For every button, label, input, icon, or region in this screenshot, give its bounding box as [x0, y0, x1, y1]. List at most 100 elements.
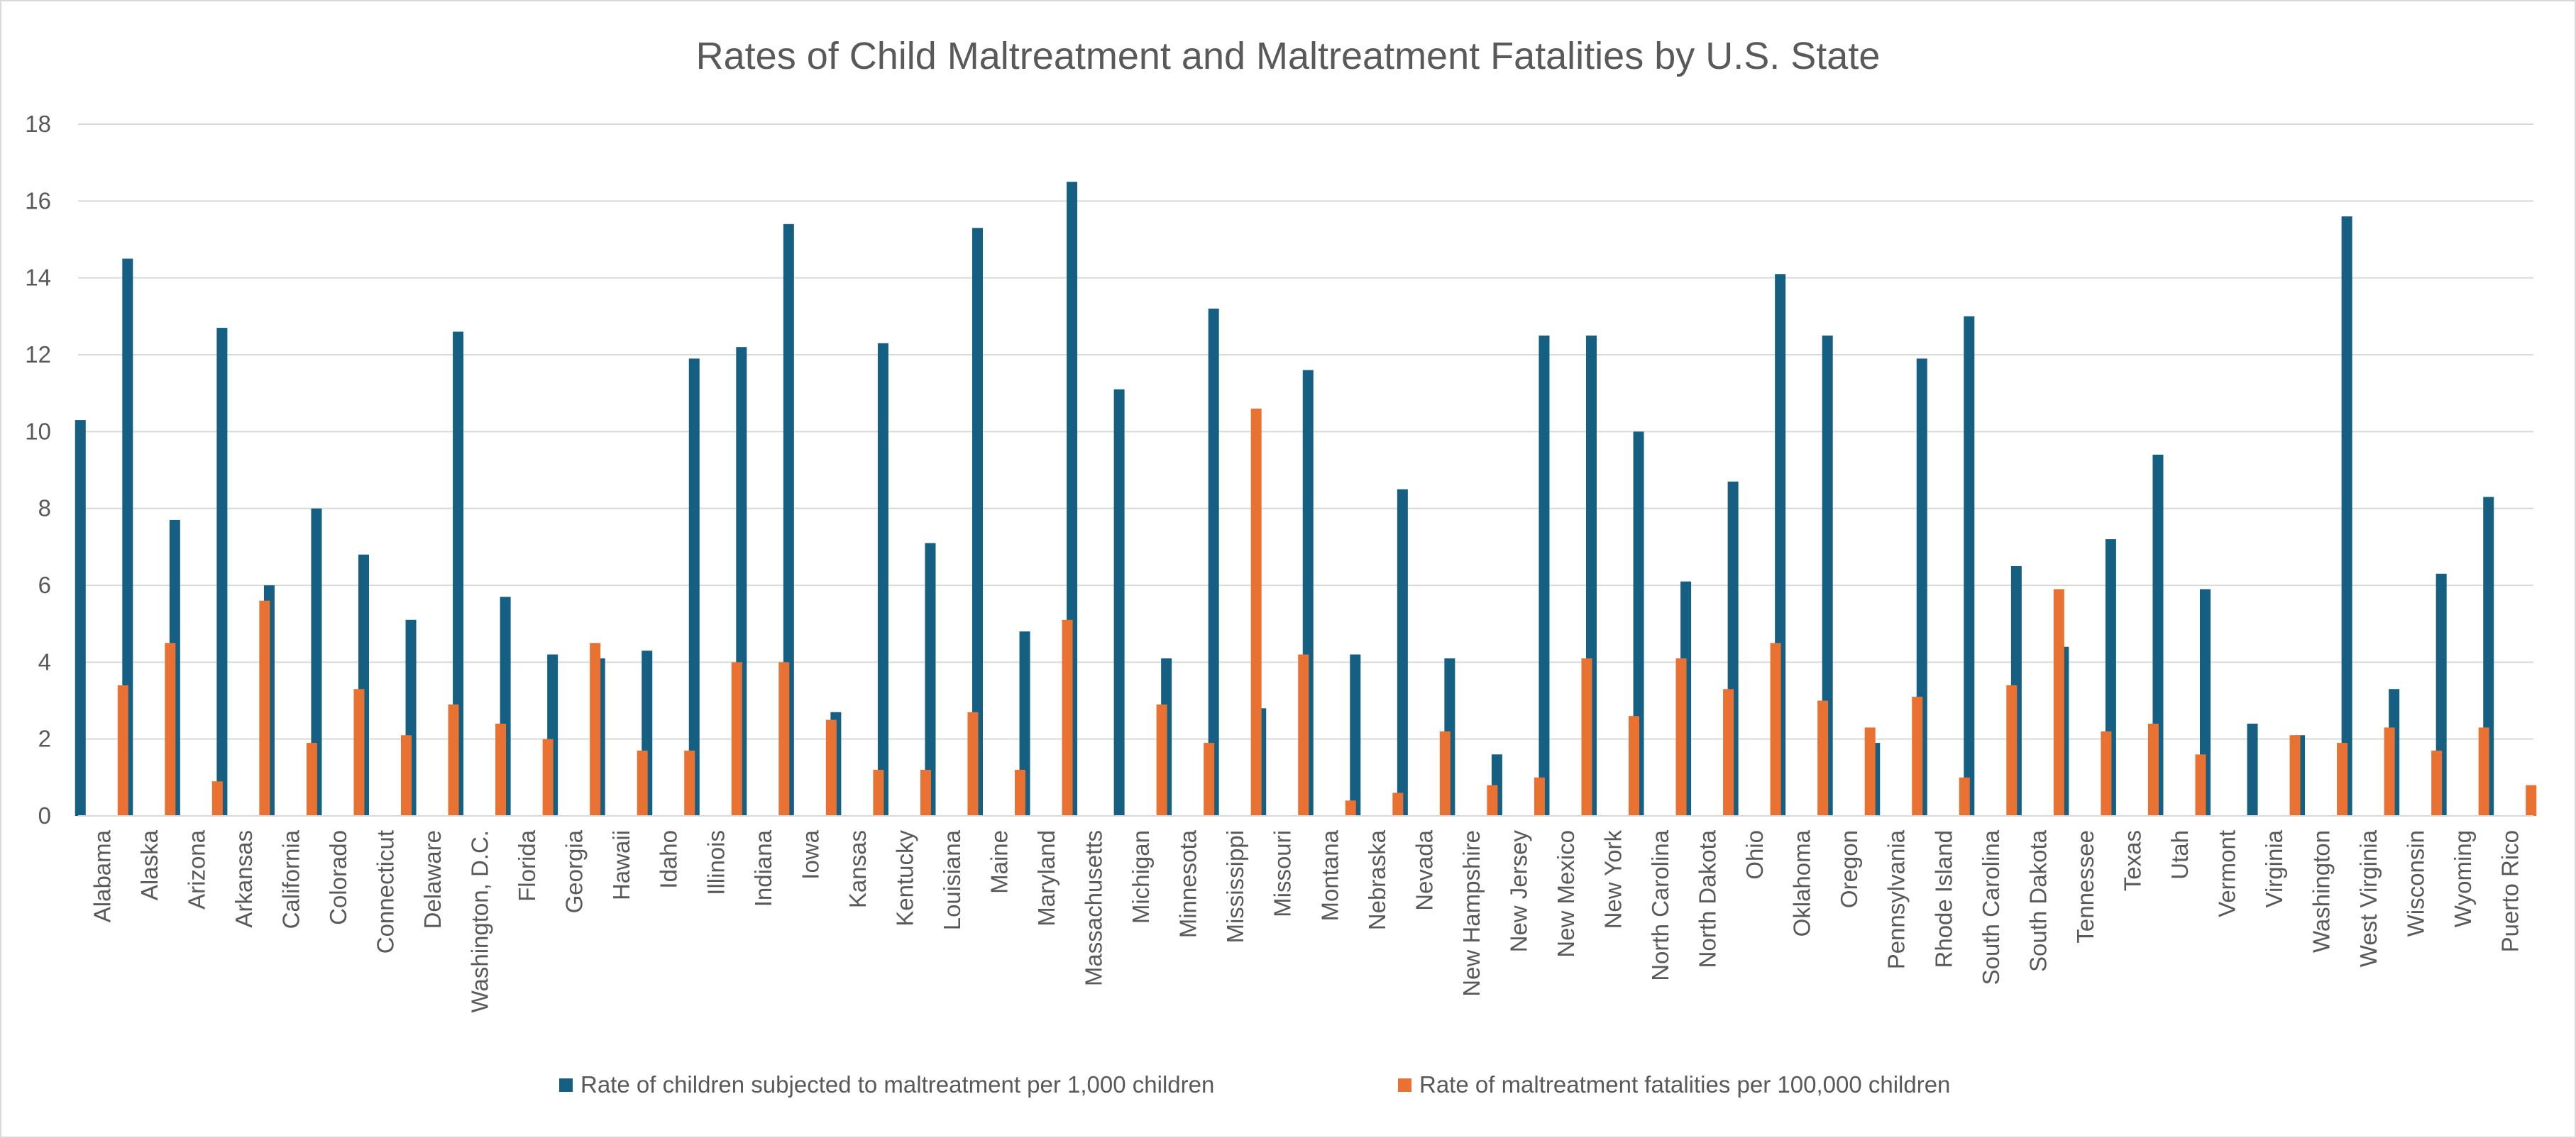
bar	[877, 343, 888, 816]
bar	[1581, 658, 1592, 816]
bar	[2247, 724, 2258, 816]
bar	[211, 781, 223, 816]
bar	[2147, 724, 2159, 816]
bar	[1964, 316, 1975, 817]
bar	[453, 331, 464, 816]
x-tick-label: Indiana	[750, 829, 776, 907]
x-tick-label: South Dakota	[2025, 829, 2051, 972]
x-tick-label: Kentucky	[891, 830, 918, 927]
x-tick-label: Kansas	[844, 830, 871, 908]
x-tick-label: California	[277, 829, 304, 929]
bar	[353, 689, 365, 816]
bar	[1298, 654, 1309, 816]
x-tick-label: Pennsylvania	[1883, 829, 1910, 969]
x-tick-label: Tennessee	[2072, 830, 2098, 944]
x-tick-label: Delaware	[419, 830, 446, 929]
bar	[1629, 716, 1639, 816]
bar	[778, 662, 790, 816]
x-tick-label: Virginia	[2261, 829, 2287, 907]
bar	[2526, 785, 2537, 816]
x-tick-label: Ohio	[1741, 830, 1768, 880]
bar	[1439, 731, 1451, 816]
y-tick-label: 16	[25, 187, 51, 214]
x-tick-label: Washington	[2308, 830, 2335, 953]
bar	[1959, 777, 1970, 816]
x-tick-label: Wyoming	[2450, 830, 2476, 927]
x-tick-label: Arizona	[183, 829, 209, 910]
x-tick-label: South Carolina	[1978, 829, 2004, 985]
bar	[2195, 754, 2206, 816]
bar	[873, 770, 884, 816]
y-tick-label: 8	[38, 495, 51, 521]
bar	[920, 770, 931, 816]
bar	[731, 662, 742, 816]
y-tick-label: 18	[25, 111, 51, 137]
x-tick-label: Georgia	[561, 829, 588, 913]
x-tick-label: Vermont	[2214, 830, 2240, 917]
x-tick-label: Alaska	[136, 829, 163, 900]
bar	[1208, 309, 1219, 816]
bar	[1113, 389, 1125, 816]
x-tick-label: New Hampshire	[1458, 830, 1485, 997]
legend-swatch	[559, 1078, 573, 1092]
bar	[165, 643, 176, 816]
bar	[2384, 727, 2395, 816]
bar	[1350, 654, 1361, 816]
bar	[1539, 335, 1550, 816]
bar	[1487, 785, 1498, 816]
series-2-bars	[117, 408, 2537, 816]
bar	[688, 358, 700, 816]
y-tick-label: 14	[25, 265, 51, 291]
x-tick-label: Utah	[2167, 830, 2193, 880]
x-tick-label: North Dakota	[1695, 829, 1721, 968]
x-tick-label: Florida	[514, 829, 540, 902]
x-tick-label: Texas	[2119, 830, 2145, 891]
legend-item: Rate of maltreatment fatalities per 100,…	[1398, 1071, 1950, 1098]
bar	[1534, 777, 1545, 816]
bar	[122, 258, 133, 817]
x-tick-label: Wisconsin	[2403, 830, 2429, 937]
bar	[590, 643, 601, 816]
bar	[2337, 743, 2348, 816]
y-tick-label: 12	[25, 341, 51, 368]
legend-label: Rate of children subjected to maltreatme…	[580, 1071, 1214, 1098]
bar	[401, 735, 412, 816]
x-tick-label: Rhode Island	[1930, 830, 1956, 968]
x-tick-label: Nebraska	[1364, 829, 1390, 930]
bar	[2053, 589, 2064, 816]
bar	[1015, 770, 1025, 816]
bar	[542, 739, 554, 816]
bar	[637, 750, 648, 816]
x-tick-label: Alabama	[89, 829, 115, 922]
bar	[1062, 619, 1073, 816]
bar	[1723, 689, 1734, 816]
x-tick-label: New York	[1600, 830, 1626, 929]
legend-swatch	[1398, 1078, 1411, 1092]
bar	[2289, 735, 2301, 816]
x-tick-label: New Mexico	[1553, 830, 1579, 958]
bar	[117, 685, 128, 816]
bar	[1770, 643, 1781, 816]
bar	[1397, 489, 1408, 816]
x-tick-label: Missouri	[1270, 830, 1296, 917]
bar	[1250, 408, 1262, 816]
x-tick-label: North Carolina	[1647, 829, 1673, 980]
bar	[1912, 697, 1923, 816]
y-axis-tick-labels: 0 2 4 6 8 10 12 14 16 18	[25, 111, 51, 829]
y-tick-label: 4	[38, 648, 51, 675]
bar	[1345, 800, 1356, 816]
bar	[448, 704, 459, 816]
x-tick-label: Iowa	[797, 829, 823, 879]
y-tick-label: 10	[25, 418, 51, 444]
legend-label: Rate of maltreatment fatalities per 100,…	[1419, 1071, 1950, 1098]
bar	[2341, 216, 2352, 816]
legend: Rate of children subjected to maltreatme…	[559, 1071, 1950, 1098]
x-tick-label: Michigan	[1128, 830, 1154, 924]
x-tick-label: Idaho	[656, 830, 682, 889]
x-tick-label: Colorado	[325, 830, 351, 925]
x-tick-label: Maine	[986, 830, 1013, 894]
chart-title: Rates of Child Maltreatment and Maltreat…	[696, 35, 1881, 77]
bar	[1817, 700, 1829, 816]
